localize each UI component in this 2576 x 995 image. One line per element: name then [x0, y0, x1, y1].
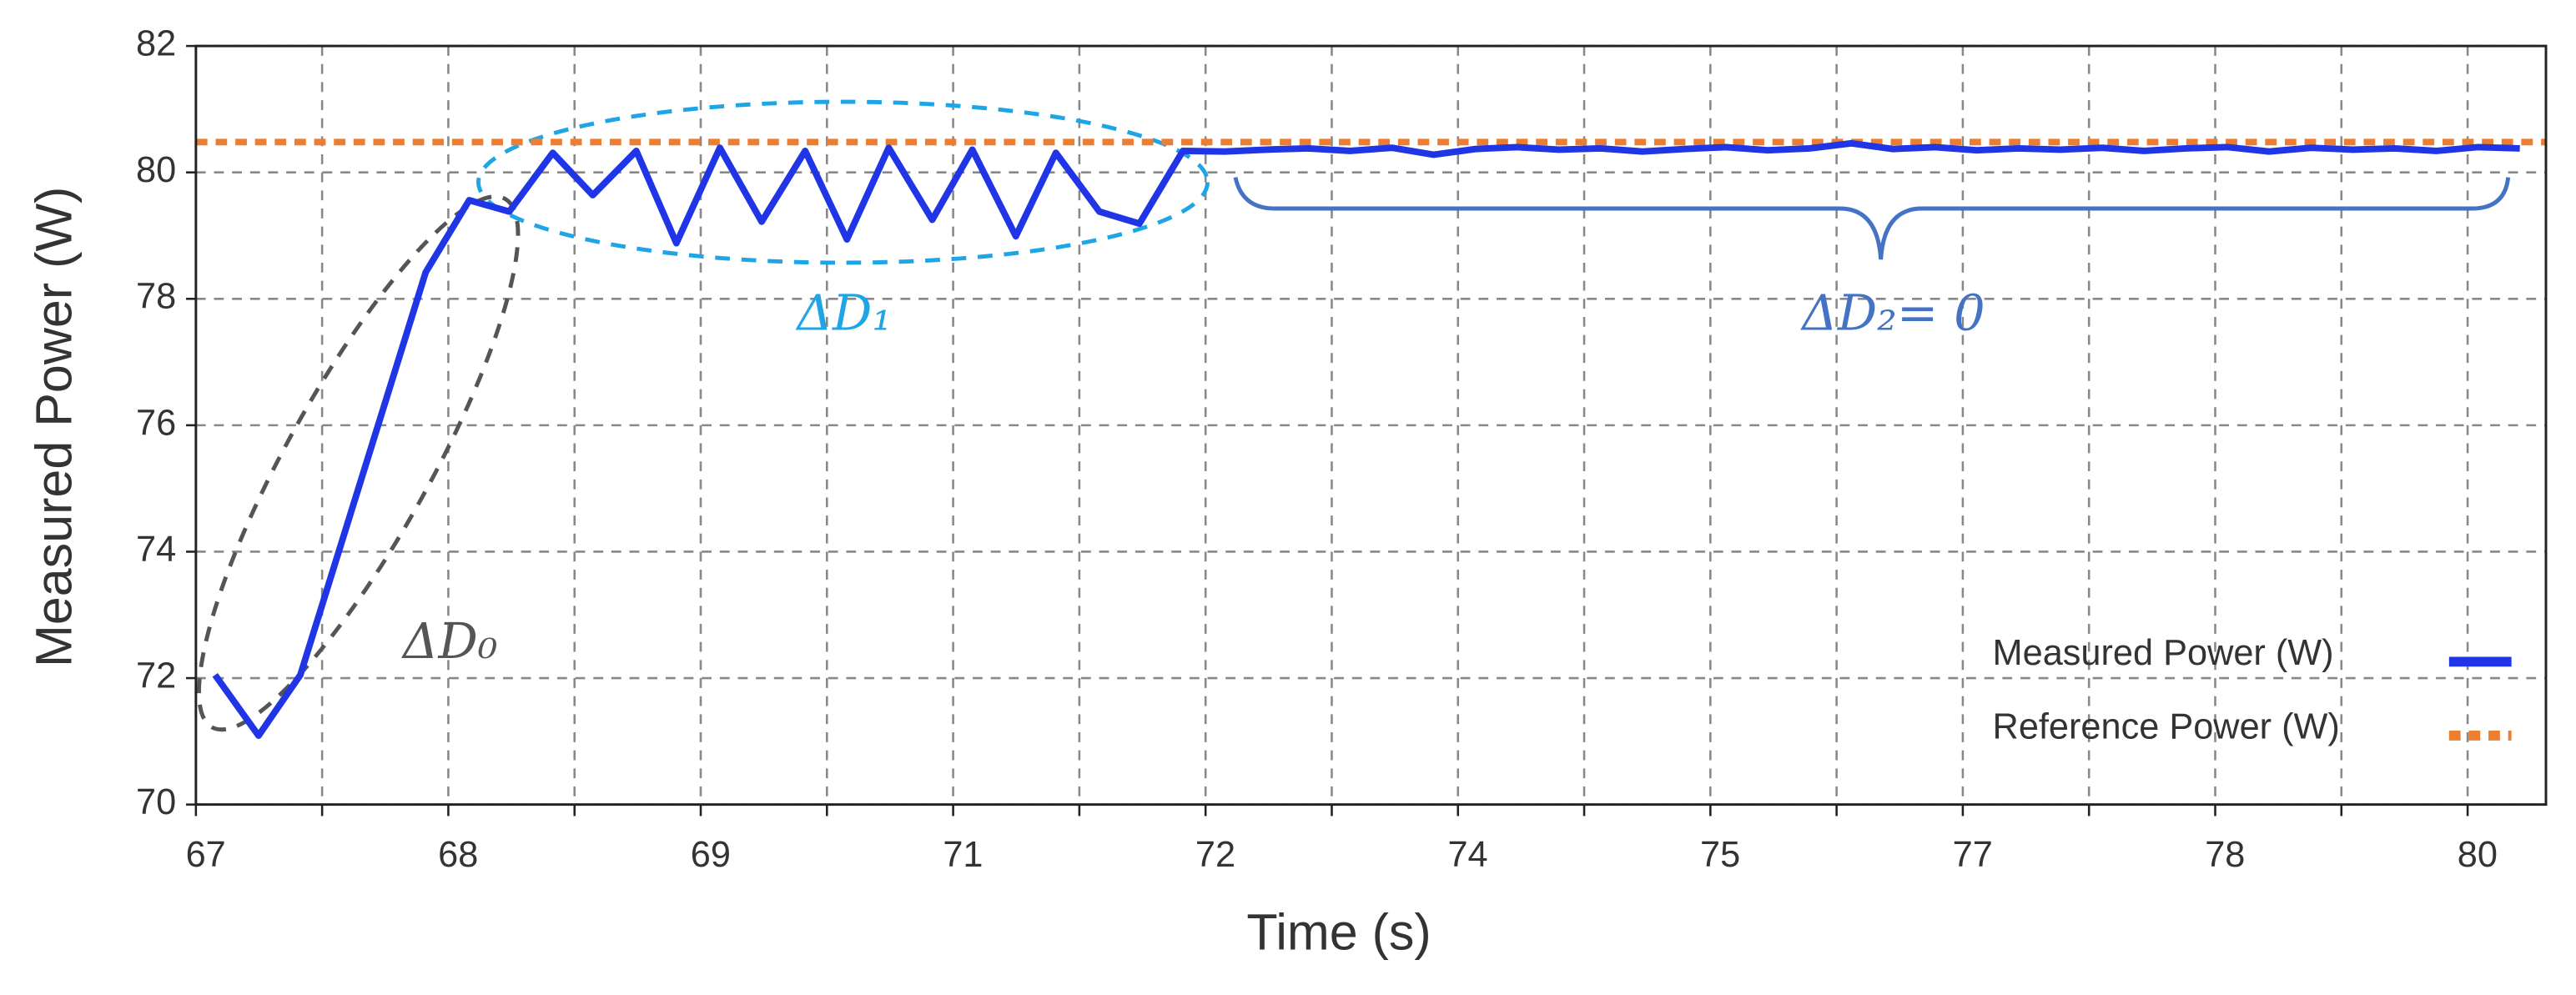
- annotation-brace: [1233, 177, 2511, 260]
- y-tick-label: 78: [136, 277, 176, 317]
- x-tick-label: 78: [2205, 835, 2245, 875]
- annotation-ellipse: [475, 99, 1210, 265]
- y-axis-label: Measured Power (W): [26, 187, 83, 667]
- y-tick-label: 74: [136, 530, 176, 570]
- x-tick-label: 72: [1195, 835, 1235, 875]
- x-tick-label: 77: [1953, 835, 1993, 875]
- x-tick-label: 69: [691, 835, 731, 875]
- y-tick-label: 80: [136, 150, 176, 190]
- x-tick-label: 74: [1447, 835, 1487, 875]
- plot-area: [195, 138, 2546, 739]
- y-tick-label: 70: [136, 782, 176, 822]
- annotation: ΔD₁: [795, 284, 892, 342]
- annotation: ΔD₀: [401, 612, 498, 670]
- y-tick-label: 72: [136, 656, 176, 696]
- legend-label: Reference Power (W): [1993, 707, 2340, 747]
- series-line: [212, 139, 2520, 739]
- x-tick-label: 80: [2458, 835, 2498, 875]
- y-tick-label: 76: [136, 403, 176, 443]
- annotation: ΔD₂= 0: [1800, 284, 1985, 342]
- y-tick-label: 82: [136, 24, 176, 64]
- x-axis-label: Time (s): [1246, 903, 1431, 960]
- x-tick-label: 71: [943, 835, 983, 875]
- x-tick-label: 67: [186, 835, 226, 875]
- legend-label: Measured Power (W): [1993, 633, 2334, 673]
- x-tick-label: 68: [438, 835, 478, 875]
- x-tick-label: 75: [1700, 835, 1740, 875]
- annotation-ellipse: [197, 194, 521, 732]
